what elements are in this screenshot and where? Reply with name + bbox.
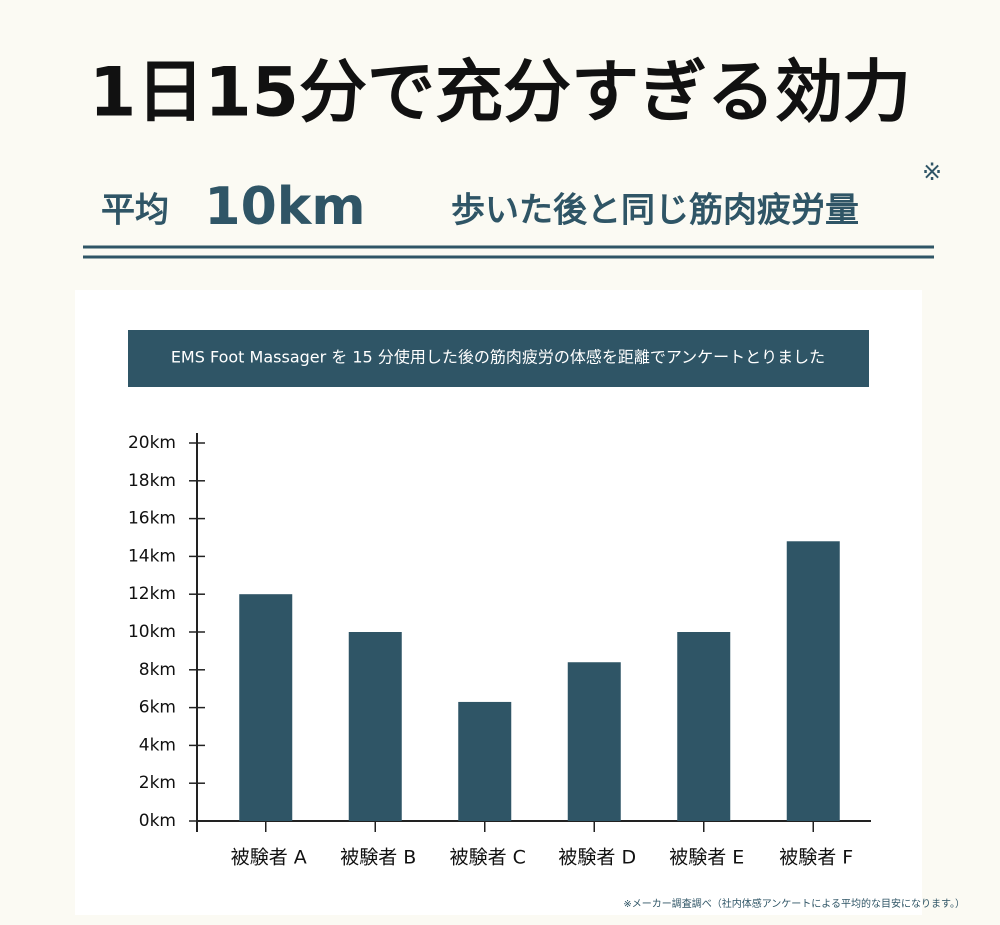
bar	[348, 632, 402, 821]
footnote: ※メーカー調査調べ（社内体感アンケートによる平均的な目安になります。）	[623, 897, 965, 910]
y-tick-label: 12km	[128, 584, 176, 604]
x-tick-label: 被験者 B	[340, 847, 416, 869]
main-title: 1日15分で充分すぎる効力	[89, 54, 911, 133]
bar	[786, 541, 840, 821]
y-tick-label: 20km	[128, 433, 176, 453]
x-tick-label: 被験者 D	[558, 847, 636, 869]
bar	[677, 632, 731, 821]
subtitle-highlight: 10km	[204, 177, 365, 237]
subtitle-mark: ※	[922, 158, 942, 186]
x-tick-label: 被験者 F	[779, 847, 853, 869]
subtitle-prefix: 平均	[101, 191, 169, 231]
y-tick-label: 8km	[139, 660, 176, 680]
banner	[128, 330, 869, 387]
y-tick-label: 2km	[139, 773, 176, 793]
x-tick-label: 被験者 A	[231, 847, 307, 869]
x-tick-label: 被験者 C	[450, 847, 526, 869]
chart-title: EMS Foot Massager を 15 分使用した後の筋肉疲労の体感を距離…	[171, 348, 825, 367]
subtitle-rest: 歩いた後と同じ筋肉疲労量	[451, 191, 859, 231]
bar	[239, 594, 293, 821]
y-tick-label: 4km	[139, 735, 176, 755]
x-tick-label: 被験者 E	[669, 847, 744, 869]
y-tick-label: 14km	[128, 546, 176, 566]
y-tick-label: 0km	[139, 811, 176, 831]
y-tick-label: 6km	[139, 698, 176, 718]
bar	[458, 701, 512, 821]
y-tick-label: 18km	[128, 471, 176, 491]
bar	[567, 662, 621, 821]
y-tick-label: 16km	[128, 509, 176, 529]
y-tick-label: 10km	[128, 622, 176, 642]
